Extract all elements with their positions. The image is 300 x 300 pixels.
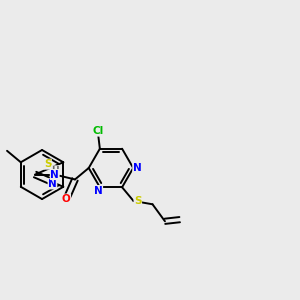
Text: S: S <box>134 196 142 206</box>
Text: S: S <box>44 159 51 169</box>
Text: N: N <box>48 179 57 189</box>
Text: N: N <box>94 185 103 196</box>
Text: H: H <box>52 166 59 175</box>
Text: N: N <box>50 169 59 179</box>
Text: N: N <box>133 163 142 173</box>
Text: O: O <box>62 194 70 204</box>
Text: Cl: Cl <box>93 126 104 136</box>
